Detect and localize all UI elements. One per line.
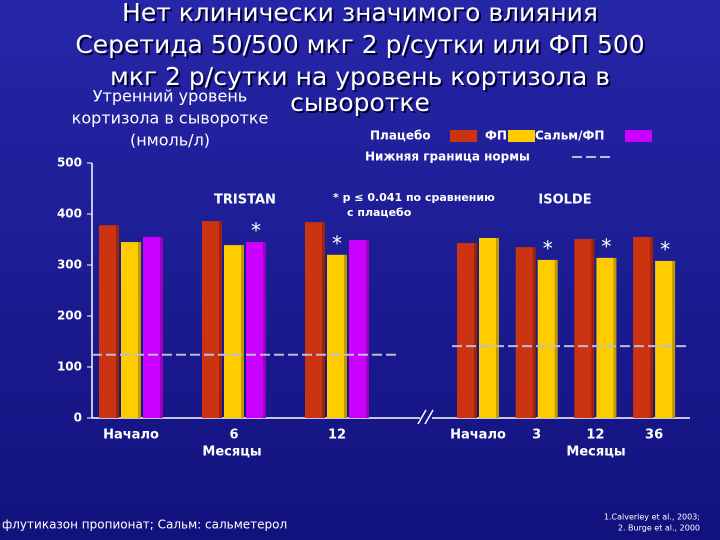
x-tick-label: 36: [645, 428, 663, 443]
significance-marker: *: [601, 234, 611, 258]
significance-marker: *: [543, 236, 553, 260]
y-tick-label: 0: [74, 411, 82, 425]
x-axis-label: Месяцы: [202, 445, 261, 460]
bar: [574, 238, 595, 418]
bar: [305, 222, 325, 418]
x-tick-label: 12: [328, 428, 346, 443]
x-tick-label: Начало: [450, 428, 506, 443]
bar: [224, 245, 244, 418]
significance-marker: *: [332, 231, 342, 255]
bar-shade: [219, 221, 222, 418]
bar-shade: [116, 225, 119, 418]
bar-shade: [344, 254, 347, 418]
bar-shade: [650, 236, 654, 418]
y-tick-label: 400: [57, 207, 82, 221]
note: * p ≤ 0.041 по сравнению: [333, 191, 495, 204]
title-shadow: сыворотке: [292, 90, 432, 119]
bar: [202, 221, 222, 418]
bar-shade: [263, 242, 266, 418]
bar-shade: [554, 259, 558, 418]
bar: [99, 225, 119, 418]
bar-shade: [496, 237, 499, 418]
significance-marker: *: [660, 237, 670, 261]
bar-shade: [591, 238, 595, 418]
bar-shade: [241, 245, 244, 418]
legend-label: Нижняя граница нормы: [365, 150, 530, 164]
title-shadow: Нет клинически значимого влияния: [124, 0, 600, 29]
x-tick-label: Начало: [103, 428, 159, 443]
panel-label: TRISTAN: [214, 193, 276, 208]
bar-shade: [366, 240, 369, 418]
y-axis-label: Утренний уровень: [93, 87, 247, 106]
bar-shade: [474, 243, 477, 418]
reference: 2. Burge et al., 2000: [618, 524, 700, 533]
bar: [143, 236, 163, 418]
bar-shade: [138, 242, 141, 418]
bar-shade: [532, 247, 536, 418]
bar: [633, 236, 654, 418]
x-tick-label: 12: [586, 428, 604, 443]
bar: [246, 242, 266, 418]
axis-break: [417, 409, 427, 425]
legend-label: Плацебо: [370, 129, 431, 143]
bar: [327, 254, 347, 418]
bar: [457, 243, 477, 418]
bar: [479, 237, 499, 418]
bar: [537, 259, 558, 418]
panel-label: ISOLDE: [538, 193, 591, 208]
title: мкг 2 р/сутки на уровень кортизола в: [110, 62, 610, 91]
y-tick-label: 200: [57, 309, 82, 323]
title: Серетида 50/500 мкг 2 р/сутки или ФП 500: [75, 30, 644, 59]
bar: [655, 260, 676, 418]
bar: [349, 240, 369, 418]
axis-break: [424, 409, 434, 425]
note: с плацебо: [347, 206, 412, 219]
x-axis-label: Месяцы: [566, 445, 625, 460]
footnote: флутиказон пропионат; Сальм: сальметерол: [2, 518, 287, 532]
legend-label: ФП: [485, 129, 507, 143]
bar: [121, 242, 141, 418]
legend-swatch: [508, 130, 535, 142]
y-tick-label: 500: [57, 156, 82, 170]
y-tick-label: 300: [57, 258, 82, 272]
legend-swatch: [625, 130, 652, 142]
title-shadow: мкг 2 р/сутки на уровень кортизола в: [112, 64, 612, 93]
y-axis-label: (нмоль/л): [130, 131, 210, 150]
bar-shade: [160, 236, 163, 418]
bar-shade: [322, 222, 325, 418]
significance-marker: *: [251, 219, 261, 243]
legend-label: Сальм/ФП: [535, 129, 604, 143]
bar: [596, 257, 617, 418]
title-shadow: Серетида 50/500 мкг 2 р/сутки или ФП 500: [77, 32, 646, 61]
y-tick-label: 100: [57, 360, 82, 374]
bar: [515, 247, 536, 418]
legend-swatch: [450, 130, 477, 142]
x-tick-label: 3: [532, 428, 541, 443]
reference: 1.Calverley et al., 2003;: [604, 513, 700, 522]
bar-shade: [672, 260, 676, 418]
bar-shade: [613, 257, 617, 418]
x-tick-label: 6: [229, 428, 238, 443]
title: сыворотке: [290, 88, 430, 117]
title: Нет клинически значимого влияния: [122, 0, 598, 27]
y-axis-label: кортизола в сыворотке: [72, 109, 269, 128]
